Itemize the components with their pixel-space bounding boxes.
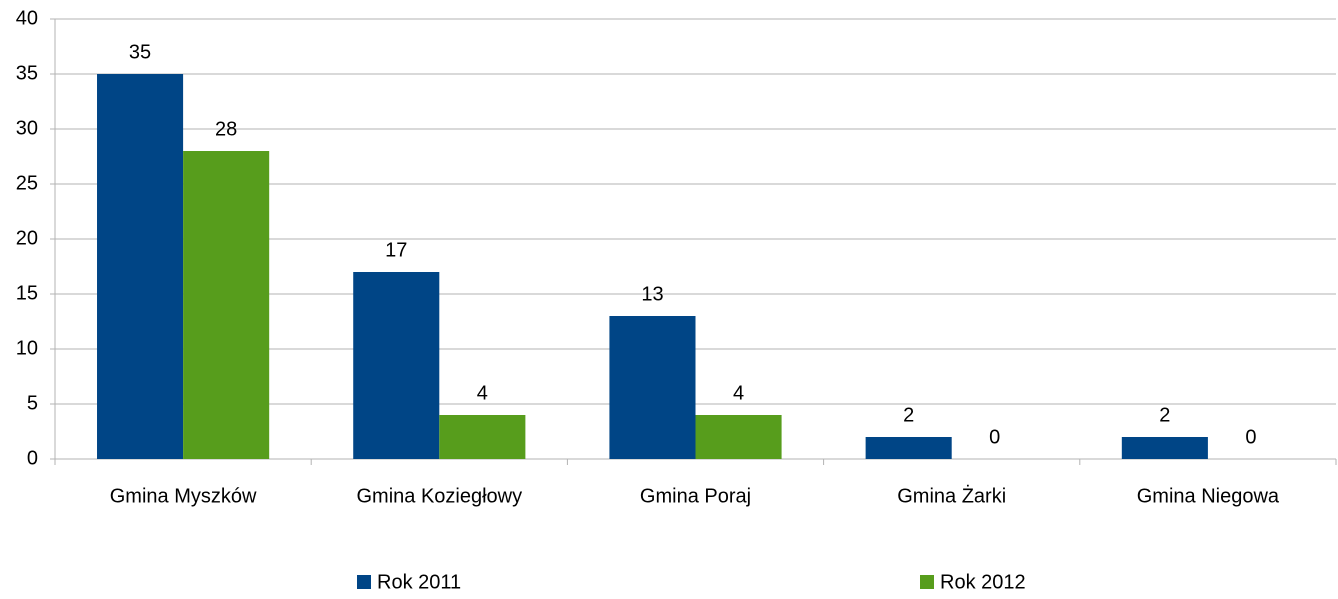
data-label: 35 — [129, 41, 151, 63]
data-label: 0 — [989, 426, 1000, 448]
x-tick-label: Gmina Poraj — [640, 485, 751, 507]
data-label: 17 — [385, 239, 407, 261]
data-label: 2 — [1159, 404, 1170, 426]
y-tick-label: 10 — [16, 337, 38, 359]
y-tick-label: 0 — [27, 447, 38, 469]
y-tick-label: 25 — [16, 172, 38, 194]
bar — [1121, 437, 1208, 459]
y-tick-label: 5 — [27, 392, 38, 414]
data-label: 28 — [215, 118, 237, 140]
bar — [439, 415, 526, 459]
bar — [97, 74, 184, 459]
data-label: 4 — [477, 382, 488, 404]
y-tick-label: 20 — [16, 227, 38, 249]
y-tick-label: 35 — [16, 62, 38, 84]
x-tick-label: Gmina Niegowa — [1137, 485, 1280, 507]
y-tick-label: 40 — [16, 7, 38, 29]
bar — [353, 272, 440, 459]
bar — [183, 151, 270, 459]
legend-swatch — [920, 575, 934, 589]
data-label: 0 — [1245, 426, 1256, 448]
bar — [609, 316, 696, 459]
legend-label: Rok 2011 — [377, 571, 461, 593]
data-label: 2 — [903, 404, 914, 426]
bar — [865, 437, 952, 459]
legend-label: Rok 2012 — [940, 571, 1026, 593]
x-tick-label: Gmina Myszków — [110, 485, 257, 507]
y-tick-label: 30 — [16, 117, 38, 139]
x-tick-label: Gmina Koziegłowy — [356, 485, 522, 507]
bar — [695, 415, 782, 459]
data-label: 4 — [733, 382, 744, 404]
legend-swatch — [357, 575, 371, 589]
data-label: 13 — [641, 283, 663, 305]
y-tick-label: 15 — [16, 282, 38, 304]
x-tick-label: Gmina Żarki — [897, 484, 1006, 507]
